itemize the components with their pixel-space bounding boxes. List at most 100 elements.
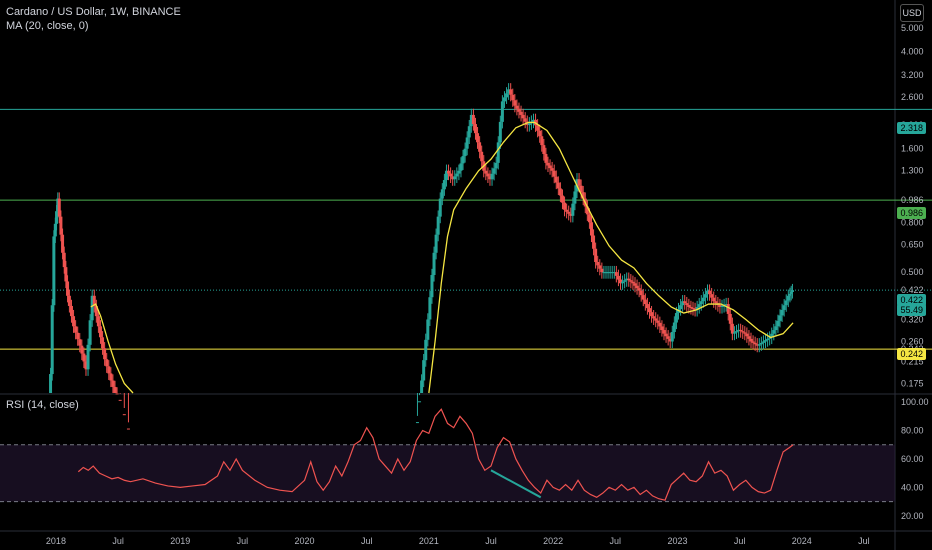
- candle-body: [687, 305, 691, 307]
- candle-body: [500, 101, 504, 122]
- candle-body: [770, 333, 774, 338]
- candle-body: [542, 145, 546, 154]
- price-tick-label: 0.175: [901, 378, 924, 388]
- candle-body: [784, 300, 788, 306]
- rsi-tick-label: 60.00: [901, 454, 924, 464]
- candle-body: [480, 151, 484, 162]
- candle-body: [712, 297, 716, 302]
- candle-body: [420, 380, 424, 393]
- candle-body: [505, 93, 509, 98]
- candle-body: [697, 304, 701, 308]
- candle-body: [759, 342, 763, 345]
- candle-body: [612, 272, 616, 274]
- candle-body: [654, 318, 658, 321]
- time-tick-label: Jul: [858, 536, 870, 546]
- rsi-tick-label: 80.00: [901, 426, 924, 436]
- candle-body: [536, 125, 540, 131]
- candle-body: [558, 188, 562, 196]
- rsi-legend: RSI (14, close): [6, 399, 79, 411]
- candle-body: [764, 340, 768, 342]
- candle-body: [708, 290, 712, 295]
- candle-body: [101, 337, 105, 349]
- candle-body: [710, 294, 714, 298]
- candle-body: [629, 280, 633, 282]
- ma-legend: MA (20, close, 0): [6, 20, 89, 32]
- candle-body: [782, 305, 786, 310]
- price-tick-label: 0.650: [901, 239, 924, 249]
- time-tick-label: 2019: [170, 536, 190, 546]
- price-badge-upper-level: 2.318: [897, 122, 926, 134]
- price-tick-label: 0.320: [901, 314, 924, 324]
- candle-body: [660, 326, 664, 331]
- candle-body: [473, 124, 477, 134]
- candle-body: [635, 285, 639, 289]
- candle-body: [735, 331, 739, 333]
- candle-body: [440, 189, 444, 199]
- price-tick-label: 1.300: [901, 166, 924, 176]
- candle-body: [753, 342, 757, 345]
- rsi-tick-label: 100.00: [901, 397, 929, 407]
- candle-body: [467, 126, 471, 138]
- candle-body: [766, 338, 770, 341]
- candle-body: [92, 295, 96, 306]
- candle-body: [761, 341, 765, 343]
- candle-body: [57, 198, 61, 217]
- candle-body: [463, 148, 467, 157]
- rsi-tick-label: 40.00: [901, 482, 924, 492]
- candle-body: [589, 222, 593, 236]
- candle-body: [471, 114, 475, 125]
- price-tick-label: 3.200: [901, 70, 924, 80]
- candle-body: [643, 299, 647, 305]
- candle-body: [457, 170, 461, 174]
- candle-body: [560, 195, 564, 203]
- rsi-band: [0, 444, 895, 502]
- candle-body: [639, 290, 643, 296]
- rsi-tick-label: 20.00: [901, 511, 924, 521]
- candle-body: [567, 211, 571, 214]
- candle-body: [728, 313, 732, 324]
- price-tick-label: 0.260: [901, 336, 924, 346]
- candle-body: [422, 360, 426, 381]
- candle-body: [88, 320, 92, 345]
- candle-body: [747, 336, 751, 339]
- candle-body: [602, 272, 606, 274]
- candle-body: [80, 345, 84, 354]
- candle-body: [76, 332, 80, 340]
- candle-body: [52, 236, 56, 306]
- candle-body: [531, 119, 535, 122]
- candle-body: [581, 192, 585, 199]
- candle-body: [757, 344, 761, 346]
- candle-body: [608, 272, 612, 274]
- candle-body: [732, 332, 736, 334]
- candle-body: [459, 163, 463, 171]
- ma-line: [90, 303, 134, 394]
- candle-body: [695, 307, 699, 310]
- candle-body: [498, 121, 502, 143]
- candle-body: [749, 338, 753, 342]
- candle-body: [69, 305, 73, 317]
- candle-body: [90, 295, 94, 321]
- candle-body: [50, 305, 54, 375]
- candle-body: [548, 165, 552, 169]
- time-tick-label: 2020: [295, 536, 315, 546]
- candle-body: [455, 173, 459, 177]
- candle-body: [755, 344, 759, 346]
- candle-body: [789, 292, 793, 294]
- candle-body: [418, 401, 422, 403]
- candle-body: [706, 290, 710, 295]
- candle-body: [790, 290, 794, 293]
- time-tick-label: 2021: [419, 536, 439, 546]
- candle-body: [78, 339, 82, 346]
- candle-body: [488, 176, 492, 180]
- candle-body: [424, 339, 428, 361]
- candle-body: [683, 301, 687, 304]
- currency-button[interactable]: USD: [900, 4, 924, 22]
- candle-body: [633, 283, 637, 286]
- candle-body: [573, 191, 577, 204]
- candle-body: [600, 268, 604, 273]
- candle-body: [426, 319, 430, 340]
- candle-body: [64, 267, 68, 282]
- candle-body: [786, 295, 790, 301]
